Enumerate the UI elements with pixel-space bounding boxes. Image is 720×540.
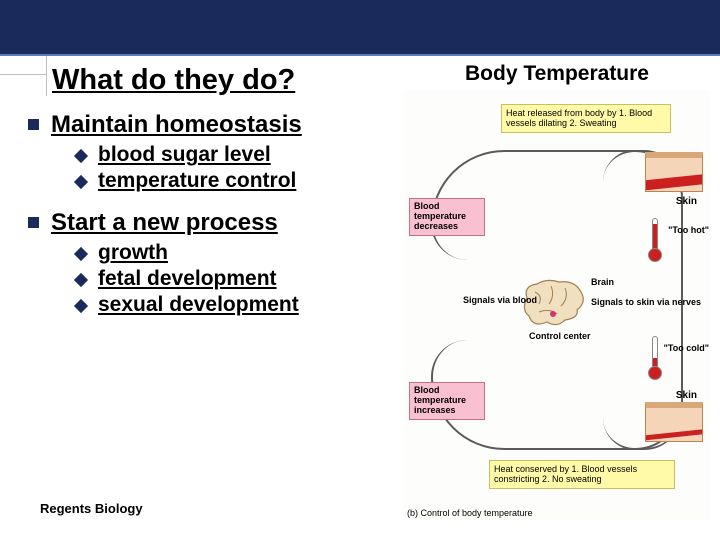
box-text: Heat conserved by 1. Blood vessels const… [494, 464, 637, 484]
diamond-bullet-icon [74, 273, 88, 287]
skin-label: Skin [676, 390, 697, 401]
blood-vessel-icon [645, 428, 703, 440]
diamond-bullet-icon [74, 149, 88, 163]
signals-nerves-label: Signals to skin via nerves [591, 298, 701, 308]
figure-caption: (b) Control of body temperature [407, 508, 533, 518]
title-bar [0, 0, 720, 56]
sub-bullet-text: temperature control [98, 169, 296, 193]
footer-text: Regents Biology [40, 501, 143, 516]
text-column: What do they do? Maintain homeostasis bl… [0, 56, 400, 319]
bullet-level2: sexual development [76, 293, 400, 317]
box-text: Blood temperature decreases [414, 201, 466, 231]
square-bullet-icon [28, 217, 39, 228]
slide-title: What do they do? [52, 64, 400, 97]
skin-block-dilated [645, 152, 703, 192]
control-center-label: Control center [529, 332, 591, 342]
sub-bullet-text: fetal development [98, 267, 277, 291]
diamond-bullet-icon [74, 299, 88, 313]
too-cold-label: "Too cold" [664, 344, 709, 354]
thermometer-cold-icon [647, 336, 663, 380]
diagram-title: Body Temperature [400, 62, 714, 86]
bullet-text: Start a new process [51, 209, 278, 237]
diamond-bullet-icon [74, 247, 88, 261]
slide-content: What do they do? Maintain homeostasis bl… [0, 56, 720, 540]
square-bullet-icon [28, 119, 39, 130]
temp-decrease-box: Blood temperature decreases [409, 198, 485, 236]
blood-vessel-icon [645, 173, 703, 190]
sub-bullet-text: blood sugar level [98, 143, 271, 167]
body-temp-diagram: Heat released from body by 1. Blood vess… [403, 90, 711, 520]
bullet-level2: temperature control [76, 169, 400, 193]
box-text: Heat released from body by 1. Blood vess… [506, 108, 652, 128]
bullet-level2: fetal development [76, 267, 400, 291]
heat-conserve-box: Heat conserved by 1. Blood vessels const… [489, 460, 675, 489]
temp-increase-box: Blood temperature increases [409, 382, 485, 420]
heat-release-box: Heat released from body by 1. Blood vess… [501, 104, 671, 133]
bullet-level1: Maintain homeostasis [28, 111, 400, 139]
box-text: Blood temperature increases [414, 385, 466, 415]
signals-blood-label: Signals via blood [463, 296, 537, 306]
too-hot-label: "Too hot" [668, 226, 709, 236]
bullet-text: Maintain homeostasis [51, 111, 302, 139]
bullet-level2: growth [76, 241, 400, 265]
brain-label: Brain [591, 278, 614, 288]
bullet-level2: blood sugar level [76, 143, 400, 167]
sub-bullet-text: growth [98, 241, 168, 265]
skin-label: Skin [676, 196, 697, 207]
thermometer-hot-icon [647, 218, 663, 262]
diamond-bullet-icon [74, 175, 88, 189]
diagram-column: Body Temperature Heat released from body… [400, 56, 714, 534]
bullet-level1: Start a new process [28, 209, 400, 237]
skin-block-constricted [645, 402, 703, 442]
sub-bullet-text: sexual development [98, 293, 299, 317]
